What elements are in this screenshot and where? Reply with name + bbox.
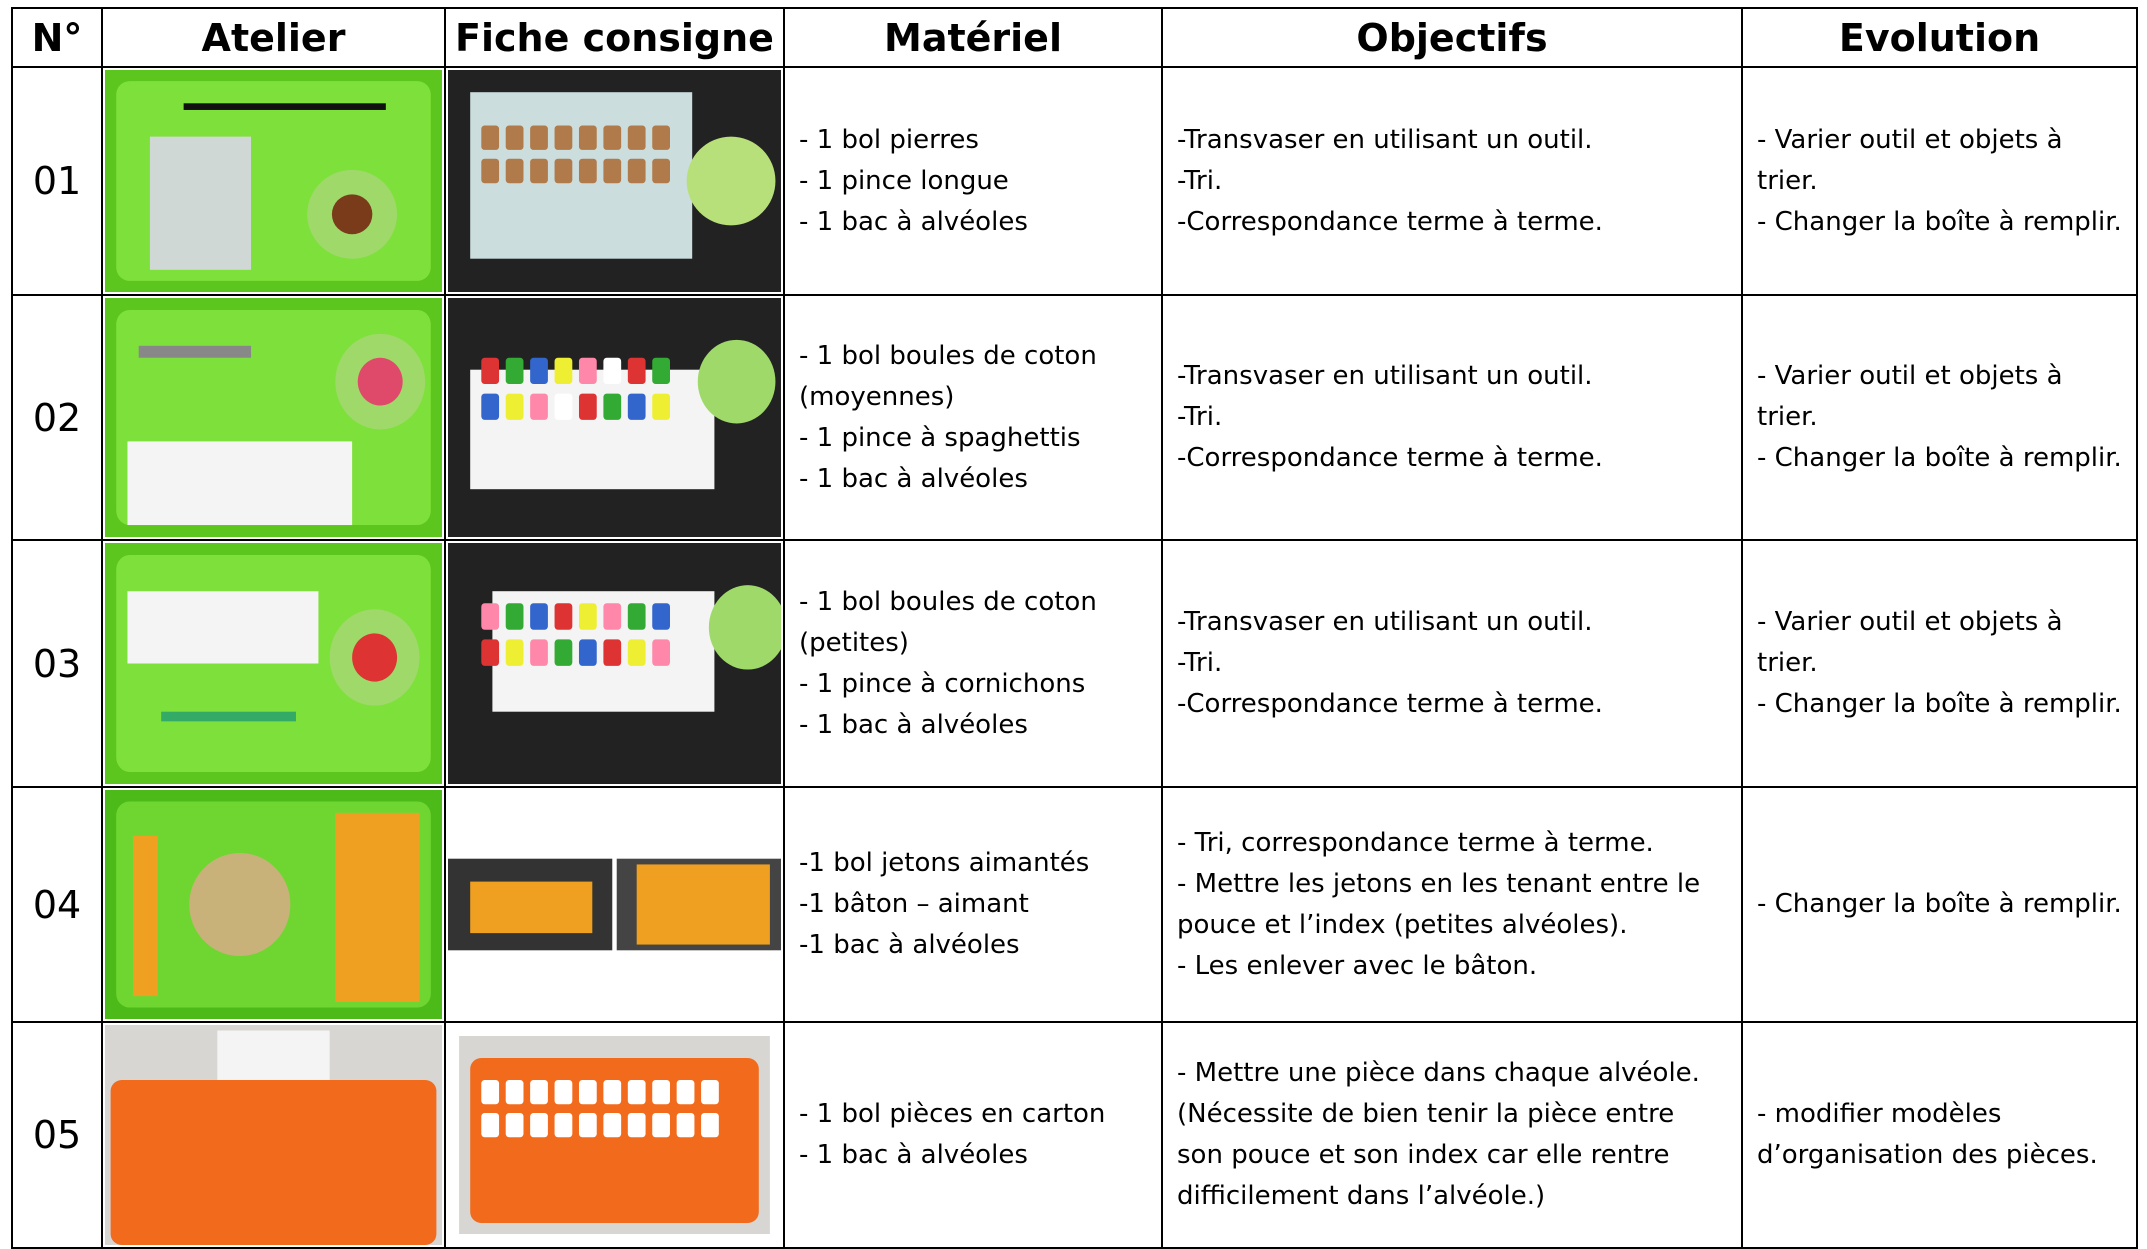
materiel-line: - 1 pince à spaghettis [799, 422, 1081, 453]
objectifs-line: -Correspondance terme à terme. [1177, 443, 1603, 473]
objectifs-cell: -Transvaser en utilisant un outil. -Tri. -… [1161, 294, 1743, 541]
objectifs-line: -Correspondance terme à terme. [1177, 689, 1603, 719]
materiel-cell: - 1 bol pièces en carton - 1 bac à alvéol… [783, 1021, 1163, 1249]
column-header: Evolution [1741, 7, 2138, 68]
header-row: N° Atelier Fiche consigne Matériel Objectifs… [11, 7, 2138, 68]
objectifs-line: -Transvaser en utilisant un outil. [1177, 124, 1593, 155]
materiel-line: -1 bac à alvéoles [799, 930, 1020, 960]
evolution-cell: - Changer la boîte à remplir. [1741, 786, 2138, 1023]
instruction-photo [448, 543, 781, 784]
materiel-line: - 1 bol boules de coton (moyennes) [799, 340, 1097, 412]
materiel-line: - 1 pince à cornichons [799, 668, 1086, 699]
instruction-photo-cell [444, 294, 785, 541]
instruction-photo-cell [444, 539, 785, 788]
atelier-photo-cell [101, 786, 446, 1023]
instruction-photo [448, 70, 781, 292]
table-row: 04 -1 bol jetons aimantés -1 bâton – aiman… [11, 786, 2138, 1023]
materiel-line: - 1 bac à alvéoles [799, 1140, 1028, 1170]
column-header: Fiche consigne [444, 7, 785, 68]
table-row: 02- 1 bol boules de coton (moyennes) - 1 … [11, 294, 2138, 541]
table-row: 01 - 1 bol pierres - 1 pince longue - 1 bac… [11, 66, 2138, 296]
row-number: 04 [11, 786, 103, 1023]
objectifs-line: -Tri. [1177, 165, 1223, 196]
row-number: 05 [11, 1021, 103, 1249]
evolution-line: - Changer la boîte à remplir. [1757, 206, 2122, 237]
materiel-cell: - 1 bol boules de coton (petites) - 1 pin… [783, 539, 1163, 788]
materiel-line: - 1 bol boules de coton (petites) [799, 586, 1097, 658]
materiel-line: -1 bâton – aimant [799, 889, 1029, 919]
instruction-photo [448, 790, 781, 1019]
materiel-line: - 1 bac à alvéoles [799, 709, 1028, 740]
evolution-line: - Changer la boîte à remplir. [1757, 689, 2122, 719]
evolution-cell: - Varier outil et objets à trier. - Chang… [1741, 66, 2138, 296]
evolution-cell: - Varier outil et objets à trier. - Chang… [1741, 294, 2138, 541]
materiel-line: - 1 bac à alvéoles [799, 463, 1028, 494]
objectifs-line: -Tri. [1177, 402, 1223, 432]
objectifs-line: (Nécessite de bien tenir la pièce entre … [1177, 1099, 1675, 1211]
column-header: N° [11, 7, 103, 68]
objectifs-line: -Transvaser en utilisant un outil. [1177, 361, 1593, 391]
objectifs-line: - Mettre une pièce dans chaque alvéole. [1177, 1058, 1700, 1088]
materiel-line: - 1 pince longue [799, 165, 1009, 196]
evolution-line: - Changer la boîte à remplir. [1757, 889, 2122, 919]
table-row: 03 - 1 bol boules de coton (petites) - 1 p… [11, 539, 2138, 788]
atelier-photo [105, 1025, 442, 1245]
instruction-photo-cell [444, 66, 785, 296]
column-header: Matériel [783, 7, 1163, 68]
objectifs-line: -Transvaser en utilisant un outil. [1177, 607, 1593, 637]
atelier-photo-cell [101, 294, 446, 541]
instruction-photo-cell [444, 1021, 785, 1249]
atelier-photo [105, 298, 442, 537]
objectifs-cell: -Transvaser en utilisant un outil. -Tri. -… [1161, 539, 1743, 788]
materiel-cell: - 1 bol boules de coton (moyennes) - 1 pi… [783, 294, 1163, 541]
row-number: 01 [11, 66, 103, 296]
row-number: 03 [11, 539, 103, 788]
table-row: 05 - 1 bol pièces en carton - 1 bac à alvé… [11, 1021, 2138, 1249]
materiel-line: - 1 bac à alvéoles [799, 206, 1028, 237]
atelier-photo-cell [101, 539, 446, 788]
workshop-table: N° Atelier Fiche consigne Matériel Objectifs… [11, 7, 2138, 1249]
materiel-line: - 1 bol pierres [799, 124, 979, 155]
column-header: Objectifs [1161, 7, 1743, 68]
atelier-photo-cell [101, 66, 446, 296]
table-body: 01 - 1 bol pierres - 1 pince longue - 1 bac… [11, 66, 2138, 1249]
instruction-photo-cell [444, 786, 785, 1023]
objectifs-line: -Correspondance terme à terme. [1177, 206, 1603, 237]
objectifs-line: - Les enlever avec le bâton. [1177, 950, 1538, 981]
evolution-cell: - Varier outil et objets à trier. - Chang… [1741, 539, 2138, 788]
instruction-photo [448, 1025, 781, 1245]
instruction-photo [448, 298, 781, 537]
atelier-photo [105, 790, 442, 1019]
materiel-line: - 1 bol pièces en carton [799, 1099, 1106, 1129]
objectifs-cell: - Tri, correspondance terme à terme. - Me… [1161, 786, 1743, 1023]
row-number: 02 [11, 294, 103, 541]
atelier-photo [105, 70, 442, 292]
column-header: Atelier [101, 7, 446, 68]
evolution-line: - Changer la boîte à remplir. [1757, 443, 2122, 473]
evolution-cell: - modifier modèles d’organisation des pi… [1741, 1021, 2138, 1249]
evolution-line: - modifier modèles d’organisation des pi… [1757, 1099, 2098, 1170]
objectifs-line: - Mettre les jetons en les tenant entre … [1177, 868, 1701, 940]
atelier-photo [105, 543, 442, 784]
evolution-line: - Varier outil et objets à trier. [1757, 607, 2063, 678]
objectifs-line: -Tri. [1177, 648, 1223, 678]
objectifs-cell: -Transvaser en utilisant un outil. -Tri. -… [1161, 66, 1743, 296]
evolution-line: - Varier outil et objets à trier. [1757, 124, 2063, 196]
materiel-cell: -1 bol jetons aimantés -1 bâton – aimant -… [783, 786, 1163, 1023]
evolution-line: - Varier outil et objets à trier. [1757, 361, 2063, 432]
objectifs-cell: - Mettre une pièce dans chaque alvéole. (… [1161, 1021, 1743, 1249]
atelier-photo-cell [101, 1021, 446, 1249]
objectifs-line: - Tri, correspondance terme à terme. [1177, 827, 1654, 858]
materiel-line: -1 bol jetons aimantés [799, 848, 1090, 878]
materiel-cell: - 1 bol pierres - 1 pince longue - 1 bac à… [783, 66, 1163, 296]
